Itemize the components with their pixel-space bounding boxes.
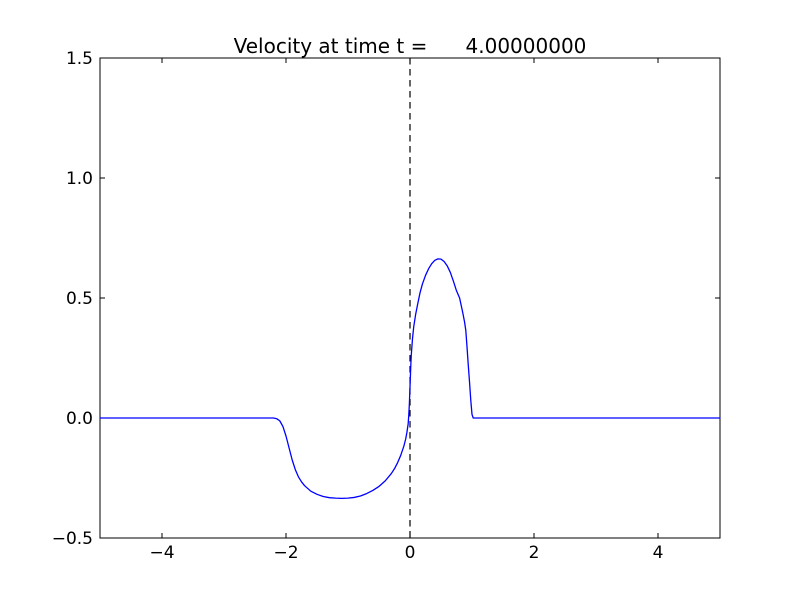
x-tick-label: −2: [273, 543, 298, 563]
x-tick-label: −4: [149, 543, 174, 563]
y-tick-label: 1.5: [66, 49, 93, 69]
x-tick-label: 0: [405, 543, 416, 563]
series-group: [99, 258, 721, 500]
y-tick-label: −0.5: [52, 529, 93, 549]
chart-title: Velocity at time t = 4.00000000: [233, 34, 587, 58]
y-tick-label: 0.0: [66, 409, 93, 429]
velocity-curve: [99, 258, 721, 500]
y-tick-label: 1.0: [66, 169, 93, 189]
y-axis-tick-labels: −0.5 0.0 0.5 1.0 1.5: [52, 49, 93, 549]
x-tick-label: 4: [653, 543, 664, 563]
x-tick-label: 2: [529, 543, 540, 563]
x-axis-tick-labels: −4 −2 0 2 4: [149, 543, 663, 563]
y-tick-label: 0.5: [66, 289, 93, 309]
